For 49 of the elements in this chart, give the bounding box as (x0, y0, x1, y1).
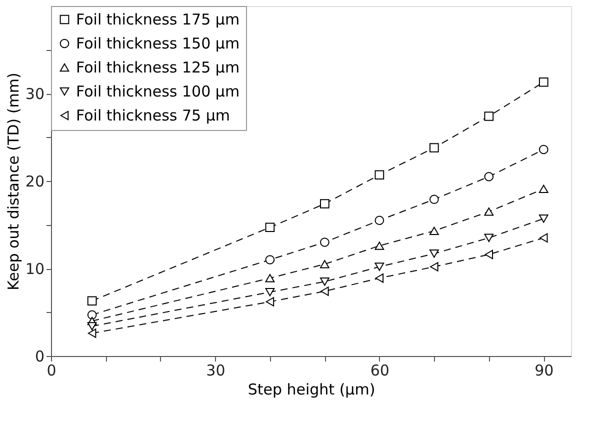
point (429, 194, 439, 204)
point (320, 260, 330, 268)
point (484, 208, 494, 216)
point (374, 170, 384, 180)
point (265, 288, 275, 296)
legend-label: Foil thickness 175 µm (76, 10, 240, 28)
x-axis-title: Step height (µm) (248, 380, 376, 398)
x-tick-label: 0 (46, 362, 56, 380)
point (538, 214, 548, 223)
legend-label: Foil thickness 75 µm (76, 106, 230, 124)
point (265, 222, 275, 232)
point (265, 274, 275, 282)
legend-label: Foil thickness 150 µm (76, 34, 240, 52)
point (320, 199, 330, 208)
y-tick-label: 20 (25, 172, 44, 190)
point (375, 273, 384, 283)
point (484, 234, 494, 242)
point (374, 262, 384, 271)
point (538, 77, 548, 87)
point (430, 262, 438, 272)
point (320, 286, 329, 296)
point (320, 238, 330, 247)
point (484, 172, 494, 182)
point (374, 242, 384, 250)
y-tick-label: 10 (25, 260, 44, 278)
point (87, 322, 97, 330)
point (484, 250, 494, 260)
point (87, 310, 97, 320)
point (87, 296, 97, 306)
point (374, 216, 384, 226)
point (429, 143, 439, 152)
y-axis-title: Keep out distance (TD) (mm) (4, 72, 22, 290)
x-tick-label: 30 (206, 362, 226, 380)
point (538, 184, 548, 193)
legend-label: Foil thickness 125 µm (76, 58, 240, 76)
point (429, 226, 439, 235)
point (320, 278, 330, 286)
y-tick-label: 30 (25, 85, 44, 103)
x-tick-label: 90 (534, 362, 554, 380)
legend-label: Foil thickness 100 µm (76, 82, 240, 100)
x-tick-label: 60 (370, 362, 390, 380)
point (540, 233, 548, 243)
point (538, 144, 548, 154)
y-tick-label: 0 (34, 348, 44, 366)
point (88, 328, 96, 338)
point (484, 112, 494, 121)
point (265, 255, 275, 264)
point (266, 297, 274, 306)
point (429, 250, 439, 258)
